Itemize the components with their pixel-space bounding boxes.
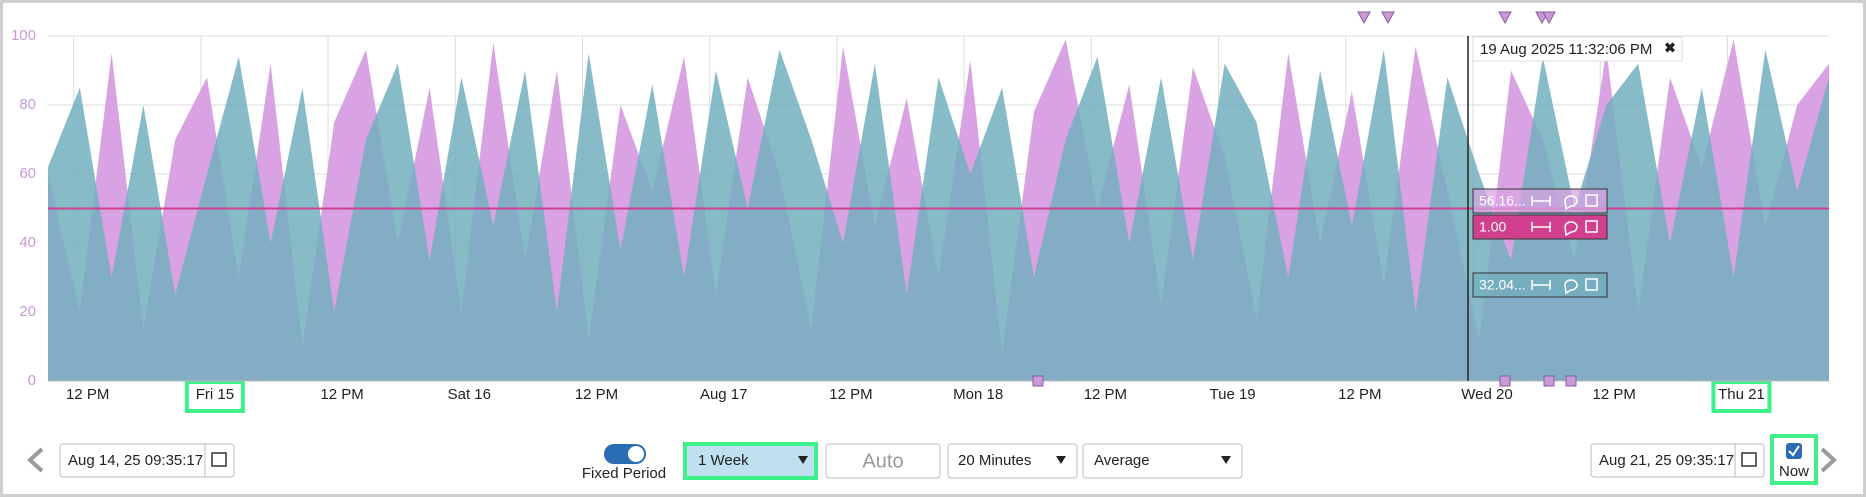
x-tick-label: Tue 19 bbox=[1210, 386, 1256, 403]
y-tick-label: 60 bbox=[19, 165, 36, 182]
period: 1 Week bbox=[698, 452, 749, 469]
x-tick-label: Fri 15 bbox=[196, 386, 234, 403]
next-arrow[interactable] bbox=[1820, 447, 1837, 473]
dropdown-arrow bbox=[798, 456, 808, 464]
flag-label: 1.00 bbox=[1479, 219, 1506, 235]
x-tick-label: Thu 21 bbox=[1718, 386, 1765, 403]
flag-icons bbox=[1531, 194, 1598, 211]
toggle-label: Fixed Period bbox=[582, 465, 666, 482]
interval: 20 Minutes bbox=[958, 452, 1031, 469]
flag-label: 32.04... bbox=[1479, 277, 1526, 293]
area bbox=[48, 49, 1829, 382]
period-select[interactable] bbox=[683, 442, 818, 480]
x-tick-label: Aug 17 bbox=[700, 386, 748, 403]
x-tick-label: 12 PM bbox=[829, 386, 872, 403]
auto: Auto bbox=[862, 450, 903, 472]
flag-icons bbox=[1531, 220, 1598, 237]
x-tick-label: Mon 18 bbox=[953, 386, 1003, 403]
end-date: Aug 21, 25 09:35:17 bbox=[1599, 452, 1734, 469]
plot: 0 20 40 60 80 100 12 PM Fri 15 12 PM Sat 16 12 PM A… bbox=[11, 27, 1829, 413]
toggle-knob bbox=[628, 446, 644, 462]
tooltip-close: ✖ bbox=[1664, 40, 1676, 56]
x-tick-label: Wed 20 bbox=[1461, 386, 1512, 403]
y-tick-label: 100 bbox=[11, 27, 36, 44]
aggregate: Average bbox=[1094, 452, 1150, 469]
start-date-input[interactable] bbox=[59, 443, 235, 478]
x-tick-label: 12 PM bbox=[1593, 386, 1636, 403]
x-tick-label: 12 PM bbox=[1338, 386, 1381, 403]
tooltip bbox=[1472, 36, 1683, 62]
y-tick-label: 40 bbox=[19, 234, 36, 251]
flag-icons bbox=[1531, 278, 1598, 295]
y-tick-label: 20 bbox=[19, 303, 36, 320]
now: Now bbox=[1779, 463, 1809, 480]
check bbox=[1788, 445, 1800, 457]
event-marker[interactable] bbox=[1499, 375, 1511, 387]
highlight bbox=[184, 380, 245, 413]
start-date: Aug 14, 25 09:35:17 bbox=[68, 452, 203, 469]
x-tick-label: 12 PM bbox=[66, 386, 109, 403]
aggregate-select[interactable] bbox=[1082, 443, 1243, 479]
event-markers bbox=[1032, 11, 1577, 387]
dropdown-arrow bbox=[1221, 456, 1231, 464]
event-marker[interactable] bbox=[1565, 375, 1577, 387]
interval-select[interactable] bbox=[947, 443, 1078, 479]
y-tick-label: 80 bbox=[19, 96, 36, 113]
dropdown-arrow bbox=[1056, 456, 1066, 464]
now-checkbox[interactable] bbox=[1786, 443, 1802, 459]
highlight bbox=[1711, 380, 1772, 413]
event-marker[interactable] bbox=[1542, 11, 1556, 25]
event-marker[interactable] bbox=[1032, 375, 1044, 387]
x-tick-label: Sat 16 bbox=[448, 386, 491, 403]
tooltip-text: 19 Aug 2025 11:32:06 PM bbox=[1480, 41, 1652, 58]
calendar-icon[interactable] bbox=[1741, 452, 1757, 467]
prev-arrow[interactable] bbox=[27, 447, 44, 473]
x-tick-label: 12 PM bbox=[320, 386, 363, 403]
x-tick-label: 12 PM bbox=[1084, 386, 1127, 403]
event-marker[interactable] bbox=[1357, 11, 1371, 25]
value-flag: 32.04... bbox=[1472, 272, 1608, 298]
event-marker[interactable] bbox=[1381, 11, 1395, 25]
event-marker[interactable] bbox=[1498, 11, 1512, 25]
value-flag: 1.00 bbox=[1472, 214, 1608, 240]
y-tick-label: 0 bbox=[28, 372, 36, 389]
value-flag: 56.16... bbox=[1472, 188, 1608, 214]
end-date-input[interactable] bbox=[1590, 443, 1765, 478]
x-tick-label: 12 PM bbox=[575, 386, 618, 403]
auto-input[interactable] bbox=[825, 443, 941, 479]
flag-label: 56.16... bbox=[1479, 193, 1526, 209]
calendar-icon[interactable] bbox=[211, 452, 227, 467]
event-marker[interactable] bbox=[1543, 375, 1555, 387]
